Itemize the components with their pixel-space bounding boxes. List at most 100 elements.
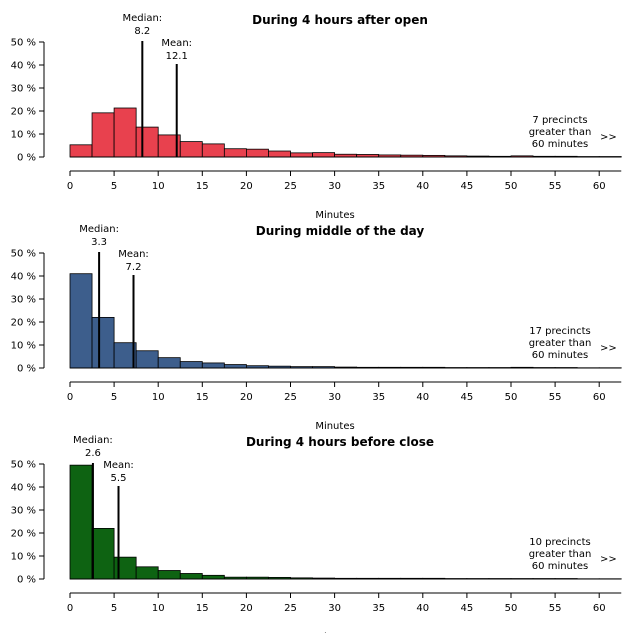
mean-label: Mean: — [118, 249, 149, 260]
histogram-bar — [70, 145, 92, 157]
histogram-bar — [224, 365, 246, 368]
x-tick-label: 0 — [67, 392, 73, 403]
median-label: Median: — [73, 435, 113, 446]
x-tick-label: 20 — [240, 392, 253, 403]
x-tick-label: 25 — [284, 603, 297, 614]
x-tick-label: 15 — [196, 392, 209, 403]
histogram-bar — [180, 362, 202, 368]
y-tick-label: 10 % — [11, 341, 36, 352]
mean-label: Mean: — [103, 460, 134, 471]
histogram-bar — [313, 153, 335, 157]
x-tick-label: 40 — [416, 392, 429, 403]
histogram-bar — [136, 127, 158, 157]
median-value: 2.6 — [85, 448, 101, 459]
histogram-bar — [246, 149, 268, 157]
x-tick-label: 10 — [152, 603, 165, 614]
histogram-bar — [202, 575, 224, 579]
x-tick-label: 55 — [549, 603, 562, 614]
overflow-note-line: 7 precincts — [532, 115, 587, 126]
histogram-bar — [114, 108, 136, 157]
histogram-bar — [114, 557, 136, 579]
histogram-bar — [180, 142, 202, 157]
x-tick-label: 60 — [593, 603, 606, 614]
x-tick-label: 50 — [505, 181, 518, 192]
histogram-bar — [70, 274, 92, 368]
y-tick-label: 20 % — [11, 318, 36, 329]
x-tick-label: 5 — [111, 392, 117, 403]
x-tick-label: 5 — [111, 181, 117, 192]
chart-title: During middle of the day — [256, 224, 425, 238]
x-tick-label: 60 — [593, 392, 606, 403]
y-tick-label: 40 % — [11, 61, 36, 72]
histogram-bar — [158, 358, 180, 368]
overflow-note-line: greater than — [529, 549, 592, 560]
overflow-arrow: >> — [600, 554, 617, 565]
x-tick-label: 10 — [152, 392, 165, 403]
chart-title: During 4 hours after open — [252, 13, 428, 27]
x-tick-label: 45 — [461, 603, 474, 614]
histogram-bar — [136, 351, 158, 368]
x-tick-label: 20 — [240, 181, 253, 192]
x-tick-label: 15 — [196, 603, 209, 614]
chart-panel-2: During middle of the day 0 % 10 % 20 % 30 % 4… — [11, 224, 622, 432]
histogram-bar — [92, 317, 114, 368]
histogram-bar — [92, 528, 114, 579]
x-tick-label: 10 — [152, 181, 165, 192]
overflow-arrow: >> — [600, 343, 617, 354]
y-tick-label: 30 % — [11, 84, 36, 95]
median-label: Median: — [79, 224, 119, 235]
x-axis-label: Minutes — [315, 210, 354, 221]
histogram-bar — [70, 465, 92, 579]
x-tick-label: 15 — [196, 181, 209, 192]
histogram-bar — [291, 153, 313, 157]
x-tick-label: 35 — [372, 181, 385, 192]
overflow-note-line: 60 minutes — [532, 350, 588, 361]
histogram-bar — [92, 113, 114, 157]
x-tick-label: 20 — [240, 603, 253, 614]
overflow-note-line: 17 precincts — [529, 326, 591, 337]
overflow-note-line: greater than — [529, 127, 592, 138]
mean-value: 12.1 — [166, 51, 188, 62]
y-tick-label: 50 % — [11, 460, 36, 471]
overflow-note-line: 60 minutes — [532, 561, 588, 572]
x-axis-label: Minutes — [315, 421, 354, 432]
histogram-bar — [180, 573, 202, 579]
y-tick-label: 0 % — [17, 575, 36, 586]
x-tick-label: 30 — [328, 392, 341, 403]
y-tick-label: 0 % — [17, 364, 36, 375]
median-value: 3.3 — [91, 237, 107, 248]
median-label: Median: — [122, 13, 162, 24]
y-tick-label: 40 % — [11, 272, 36, 283]
overflow-note-line: 10 precincts — [529, 537, 591, 548]
x-tick-label: 30 — [328, 181, 341, 192]
mean-label: Mean: — [161, 38, 192, 49]
y-tick-label: 40 % — [11, 483, 36, 494]
histogram-bar — [268, 151, 290, 157]
y-tick-label: 0 % — [17, 153, 36, 164]
x-tick-label: 55 — [549, 181, 562, 192]
y-tick-label: 20 % — [11, 529, 36, 540]
x-tick-label: 40 — [416, 603, 429, 614]
histogram-bar — [202, 144, 224, 157]
overflow-note-line: 60 minutes — [532, 139, 588, 150]
histogram-bar — [158, 570, 180, 579]
x-tick-label: 35 — [372, 603, 385, 614]
x-tick-label: 50 — [505, 603, 518, 614]
x-tick-label: 55 — [549, 392, 562, 403]
overflow-arrow: >> — [600, 132, 617, 143]
mean-value: 5.5 — [111, 473, 127, 484]
y-tick-label: 10 % — [11, 552, 36, 563]
x-tick-label: 25 — [284, 181, 297, 192]
x-tick-label: 50 — [505, 392, 518, 403]
median-value: 8.2 — [134, 26, 150, 37]
y-tick-label: 20 % — [11, 107, 36, 118]
overflow-note-line: greater than — [529, 338, 592, 349]
y-tick-label: 50 % — [11, 38, 36, 49]
y-tick-label: 30 % — [11, 295, 36, 306]
x-tick-label: 45 — [461, 392, 474, 403]
histogram-bar — [136, 567, 158, 579]
